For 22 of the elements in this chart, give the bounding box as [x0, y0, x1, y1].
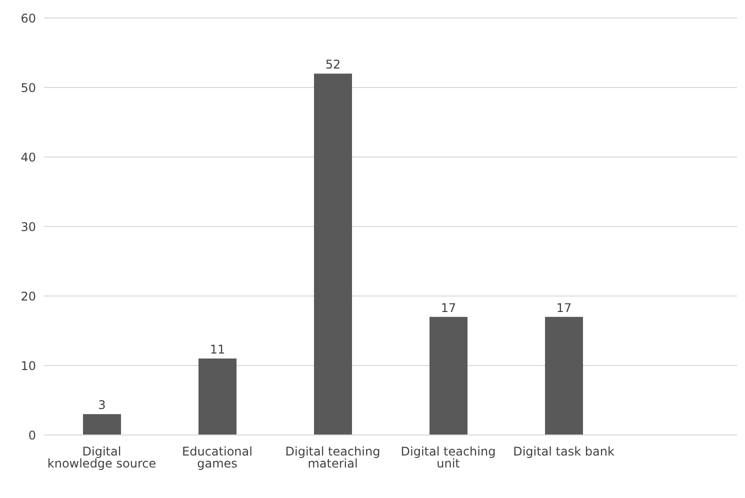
data-label: 17 — [440, 300, 456, 315]
x-tick-label: Digital task bank — [513, 444, 614, 459]
y-tick-label: 0 — [28, 428, 36, 442]
data-label: 11 — [210, 342, 226, 357]
x-tick-label: Digital teaching material — [285, 444, 380, 471]
bar — [198, 358, 236, 435]
x-tick-label: Digital teaching unit — [400, 444, 496, 471]
y-tick-label: 30 — [20, 220, 36, 234]
bar — [545, 316, 583, 435]
data-label: 17 — [556, 300, 572, 315]
y-tick-label: 40 — [20, 150, 36, 164]
y-tick-label: 20 — [20, 289, 36, 304]
data-label: 3 — [98, 398, 106, 412]
y-tick-label: 50 — [20, 80, 36, 95]
data-label: 52 — [325, 58, 341, 72]
x-tick-label: Educational games — [182, 444, 252, 471]
x-tick-label: Digital knowledge source — [47, 444, 156, 471]
y-tick-label: 10 — [20, 358, 36, 373]
bar — [83, 414, 121, 435]
bar — [430, 316, 468, 435]
bar — [314, 74, 352, 435]
y-tick-label: 60 — [20, 11, 36, 26]
